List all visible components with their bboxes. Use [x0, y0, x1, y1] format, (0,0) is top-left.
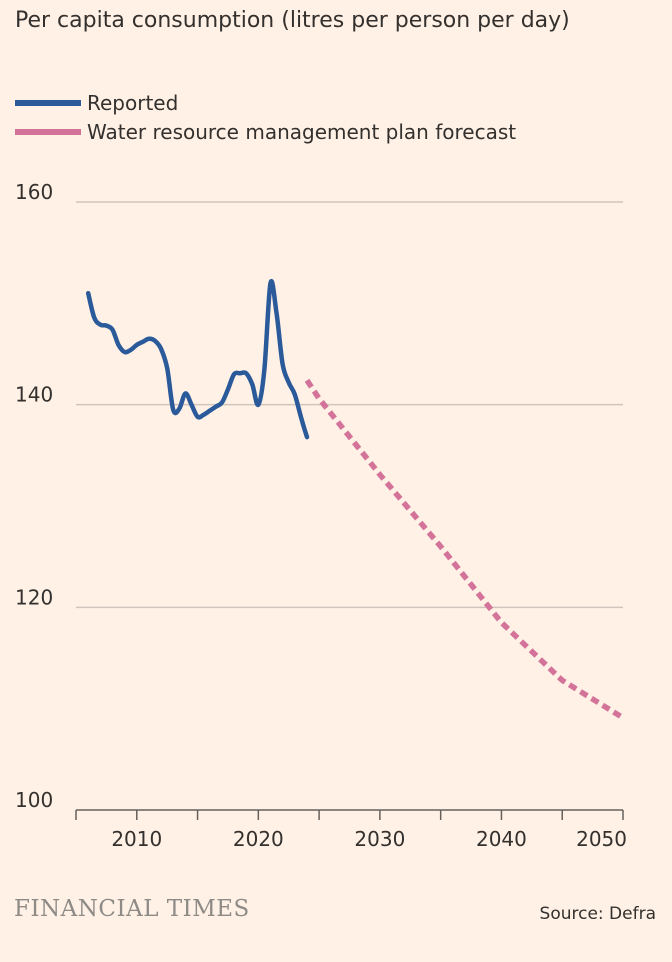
- legend: Reported Water resource management plan …: [15, 88, 516, 146]
- legend-swatch-reported: [15, 99, 81, 106]
- x-axis: [75, 809, 624, 820]
- y-tick-label-120: 120: [15, 585, 53, 609]
- y-tick-label-140: 140: [15, 383, 53, 407]
- series-lines: [85, 278, 625, 721]
- legend-item-reported: Reported: [15, 88, 516, 117]
- x-tick-label-2010: 2010: [111, 827, 162, 851]
- x-tick-label-2030: 2030: [354, 827, 405, 851]
- y-tick-label-100: 100: [15, 788, 53, 812]
- legend-swatch-forecast: [15, 128, 81, 135]
- brand-logo: FINANCIAL TIMES: [14, 896, 250, 922]
- x-tick-label-2020: 2020: [233, 827, 284, 851]
- legend-label-forecast: Water resource management plan forecast: [87, 119, 517, 144]
- x-tick-label-2040: 2040: [476, 827, 527, 851]
- series-line-reported: [85, 278, 310, 440]
- legend-label-reported: Reported: [87, 90, 179, 115]
- x-axis-tick-labels: 2010 2020 2030 2040 2050: [111, 827, 627, 851]
- x-tick-label-2050: 2050: [576, 827, 627, 851]
- y-tick-label-160: 160: [15, 180, 53, 204]
- legend-item-forecast: Water resource management plan forecast: [15, 117, 516, 146]
- series-line-forecast: [304, 378, 625, 721]
- y-axis-tick-labels: 160 140 120 100: [15, 180, 53, 812]
- gridlines: [76, 201, 623, 609]
- source-note: Source: Defra: [539, 904, 656, 924]
- chart-title: Per capita consumption (litres per perso…: [15, 8, 570, 33]
